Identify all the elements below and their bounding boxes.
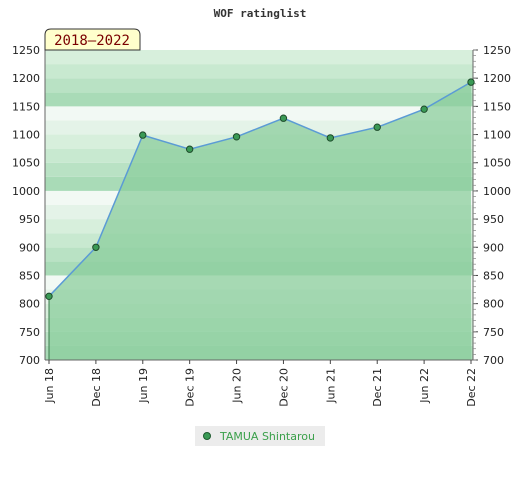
series-area <box>48 81 472 361</box>
y-tick-label-left: 1250 <box>12 44 40 57</box>
y-tick-label-right: 1000 <box>483 185 511 198</box>
series-area-fill <box>49 82 471 361</box>
y-tick-label-left: 950 <box>19 213 40 226</box>
period-badge: 2018–2022 <box>44 28 141 51</box>
y-tick-label-right: 1050 <box>483 157 511 170</box>
y-axis-right-ticks: 700 750 800 850 900 950 1000 1050 1100 1150 1200 12… <box>473 44 511 367</box>
y-tick-label-left: 700 <box>19 354 40 367</box>
y-tick-label-right: 1200 <box>483 72 511 85</box>
background-band <box>45 92 473 107</box>
y-tick-label-right: 1250 <box>483 44 511 57</box>
x-tick-label: Dec 22 <box>465 368 478 407</box>
y-tick-label-left: 900 <box>19 241 40 254</box>
y-tick-label-left: 1150 <box>12 100 40 113</box>
series-line <box>48 81 472 297</box>
legend-series-label: TAMUA Shintarou <box>219 430 315 443</box>
x-tick-label: Jun 20 <box>231 368 244 404</box>
y-tick-label-right: 700 <box>483 354 504 367</box>
data-point[interactable] <box>232 133 241 141</box>
period-label: 2018–2022 <box>54 33 130 49</box>
data-point[interactable] <box>373 123 381 131</box>
x-tick-label: Dec 18 <box>90 368 103 407</box>
y-axis-left-ticks: 700 750 800 850 900 950 1000 1050 1100 1150 1200 12… <box>12 44 40 367</box>
x-axis-ticks: Jun 18 Dec 18 Jun 19 Dec 19 Jun 20 Dec 20 Jun … <box>43 360 478 407</box>
background-band <box>45 50 473 65</box>
x-tick-label: Dec 20 <box>277 368 290 407</box>
y-tick-label-left: 850 <box>19 269 40 282</box>
x-tick-label: Dec 19 <box>184 368 197 407</box>
axes <box>44 50 474 361</box>
y-tick-label-right: 1100 <box>483 129 511 142</box>
x-tick-label: Jun 22 <box>418 368 431 404</box>
data-point[interactable] <box>279 114 288 122</box>
background-band <box>45 64 473 79</box>
period-badge-box <box>44 28 141 51</box>
y-tick-label-right: 1150 <box>483 100 511 113</box>
data-point[interactable] <box>185 145 194 153</box>
y-tick-label-right: 750 <box>483 326 504 339</box>
data-point[interactable] <box>467 78 475 86</box>
y-tick-label-left: 750 <box>19 326 40 339</box>
data-point[interactable] <box>139 131 147 139</box>
chart-title: WOF ratinglist <box>214 7 307 20</box>
y-tick-label-right: 850 <box>483 269 504 282</box>
legend-marker-icon <box>203 432 211 440</box>
x-tick-label: Dec 21 <box>371 368 384 407</box>
y-tick-label-right: 950 <box>483 213 504 226</box>
y-tick-label-left: 800 <box>19 298 40 311</box>
series-markers <box>45 78 475 301</box>
background-band <box>45 106 473 121</box>
y-tick-label-left: 1050 <box>12 157 40 170</box>
y-tick-label-left: 1100 <box>12 129 40 142</box>
y-tick-label-left: 1200 <box>12 72 40 85</box>
data-point[interactable] <box>92 243 100 251</box>
legend[interactable]: TAMUA Shintarou <box>195 426 325 446</box>
background-band <box>45 78 473 93</box>
data-point[interactable] <box>326 134 335 142</box>
x-tick-label: Jun 21 <box>324 368 337 404</box>
x-tick-label: Jun 19 <box>137 368 150 404</box>
data-point[interactable] <box>420 105 428 113</box>
y-tick-label-left: 1000 <box>12 185 40 198</box>
legend-box <box>195 426 325 446</box>
x-tick-label: Jun 18 <box>43 368 56 404</box>
data-point[interactable] <box>45 292 53 301</box>
y-tick-label-right: 900 <box>483 241 504 254</box>
y-tick-label-right: 800 <box>483 298 504 311</box>
